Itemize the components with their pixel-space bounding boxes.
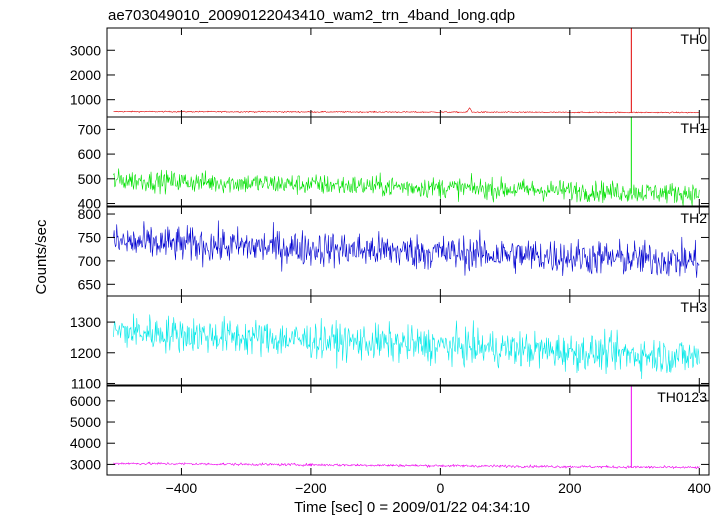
panel-frame	[106, 116, 710, 207]
y-tick-label: 700	[78, 121, 102, 137]
y-tick-label: 1300	[70, 314, 101, 330]
series-line-th0	[113, 107, 700, 114]
panel-frame	[106, 295, 710, 386]
y-tick-label: 6000	[70, 393, 101, 409]
y-tick-label: 400	[78, 196, 102, 212]
y-tick-label: 1100	[71, 375, 101, 391]
y-tick-label: 500	[78, 171, 102, 187]
y-tick-label: 3000	[70, 42, 101, 58]
chart-title: ae703049010_20090122043410_wam2_trn_4ban…	[108, 7, 515, 24]
x-axis: −400 −200 0 200 400	[166, 480, 712, 496]
panel-th0123: 3000 4000 5000 6000 TH0123	[70, 385, 710, 476]
x-axis-label: Time [sec] 0 = 2009/01/22 04:34:10	[294, 499, 530, 516]
panel-th1: 400 500 600 700 TH1	[78, 116, 710, 212]
y-tick-label: 5000	[70, 414, 101, 430]
panel-label: TH0	[681, 31, 708, 47]
y-tick-label: 650	[78, 276, 102, 292]
y-tick-label: 1200	[70, 345, 101, 361]
y-tick-label: 1000	[70, 92, 101, 108]
series-line-th3	[113, 313, 700, 380]
panel-th3: 1100 1200 1300 TH3	[70, 295, 710, 391]
panel-label: TH3	[681, 299, 708, 315]
x-tick-label: −200	[295, 480, 327, 496]
y-tick-label: 800	[78, 206, 102, 222]
panels: 1000 2000 3000 TH0 400 500 600 700 TH1 650 700 750 8…	[70, 27, 710, 476]
x-tick-label: 200	[558, 480, 582, 496]
y-tick-label: 600	[78, 146, 102, 162]
panel-frame	[106, 385, 710, 476]
series-line-th2	[113, 220, 700, 278]
y-tick-label: 2000	[70, 67, 101, 83]
panel-label: TH2	[681, 210, 708, 226]
panel-frame	[106, 27, 710, 118]
x-tick-label: 400	[688, 480, 712, 496]
y-tick-label: 700	[78, 253, 102, 269]
y-tick-label: 3000	[70, 456, 101, 472]
x-tick-label: 0	[436, 480, 444, 496]
x-tick-label: −400	[166, 480, 198, 496]
panel-label: TH1	[681, 120, 708, 136]
y-axis-label: Counts/sec	[33, 219, 50, 295]
series-line-th0123	[113, 461, 700, 469]
panel-label: TH0123	[657, 389, 707, 405]
panel-th0: 1000 2000 3000 TH0	[70, 27, 710, 118]
series-line-th1	[113, 168, 700, 207]
panel-th2: 650 700 750 800 TH2	[78, 206, 710, 297]
y-tick-label: 4000	[70, 435, 101, 451]
y-tick-label: 750	[78, 229, 102, 245]
